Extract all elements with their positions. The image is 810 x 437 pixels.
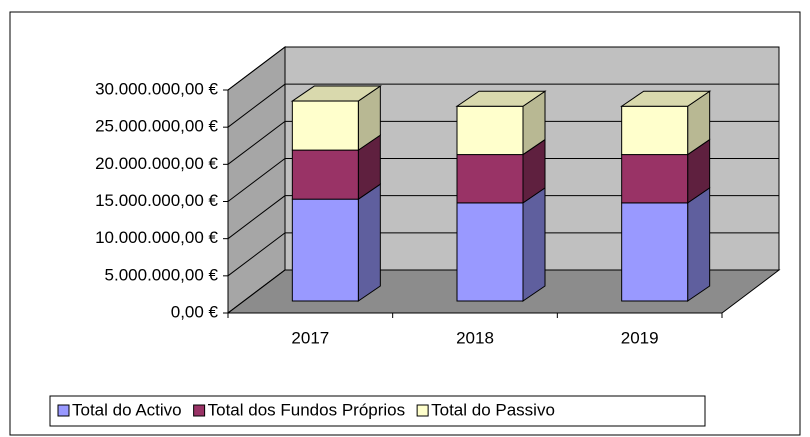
bar-side (357, 183, 381, 302)
legend-label: Total dos Fundos Próprios (208, 400, 406, 419)
bar-side (522, 186, 546, 302)
y-tick-label: 20.000.000,00 € (95, 154, 218, 173)
x-tick-label: 2018 (456, 328, 494, 347)
legend-label: Total do Activo (72, 400, 182, 419)
bar-top (290, 85, 382, 102)
bar-top (455, 90, 547, 107)
grid-line (227, 46, 779, 91)
legend-box (49, 395, 706, 427)
y-tick-label: 10.000.000,00 € (95, 228, 218, 247)
grid-line (227, 83, 779, 128)
legend-swatch (416, 404, 429, 417)
y-tick-label: 15.000.000,00 € (95, 191, 218, 210)
y-tick-label: 0,00 € (171, 302, 219, 321)
bar (621, 202, 689, 302)
bar (291, 198, 359, 302)
grid-line (227, 232, 779, 277)
bar (456, 202, 524, 302)
legend-swatch (57, 404, 70, 417)
bar (456, 154, 524, 204)
grid-line (227, 195, 779, 240)
y-tick-label: 25.000.000,00 € (95, 117, 218, 136)
y-tick-label: 5.000.000,00 € (105, 265, 219, 284)
grid-line (227, 158, 779, 202)
bar (291, 149, 359, 200)
x-tick-label: 2019 (621, 328, 659, 347)
y-tick-label: 30.000.000,00 € (95, 79, 218, 98)
bar (621, 154, 689, 204)
bar (291, 100, 359, 151)
bar (456, 105, 524, 156)
grid-line (227, 120, 779, 165)
x-tick-label: 2017 (291, 328, 329, 347)
legend-swatch (193, 404, 206, 417)
bar-top (620, 90, 712, 107)
bar-side (687, 186, 711, 302)
grid-line (227, 269, 779, 314)
legend-label: Total do Passivo (431, 400, 555, 419)
bar (621, 105, 689, 156)
